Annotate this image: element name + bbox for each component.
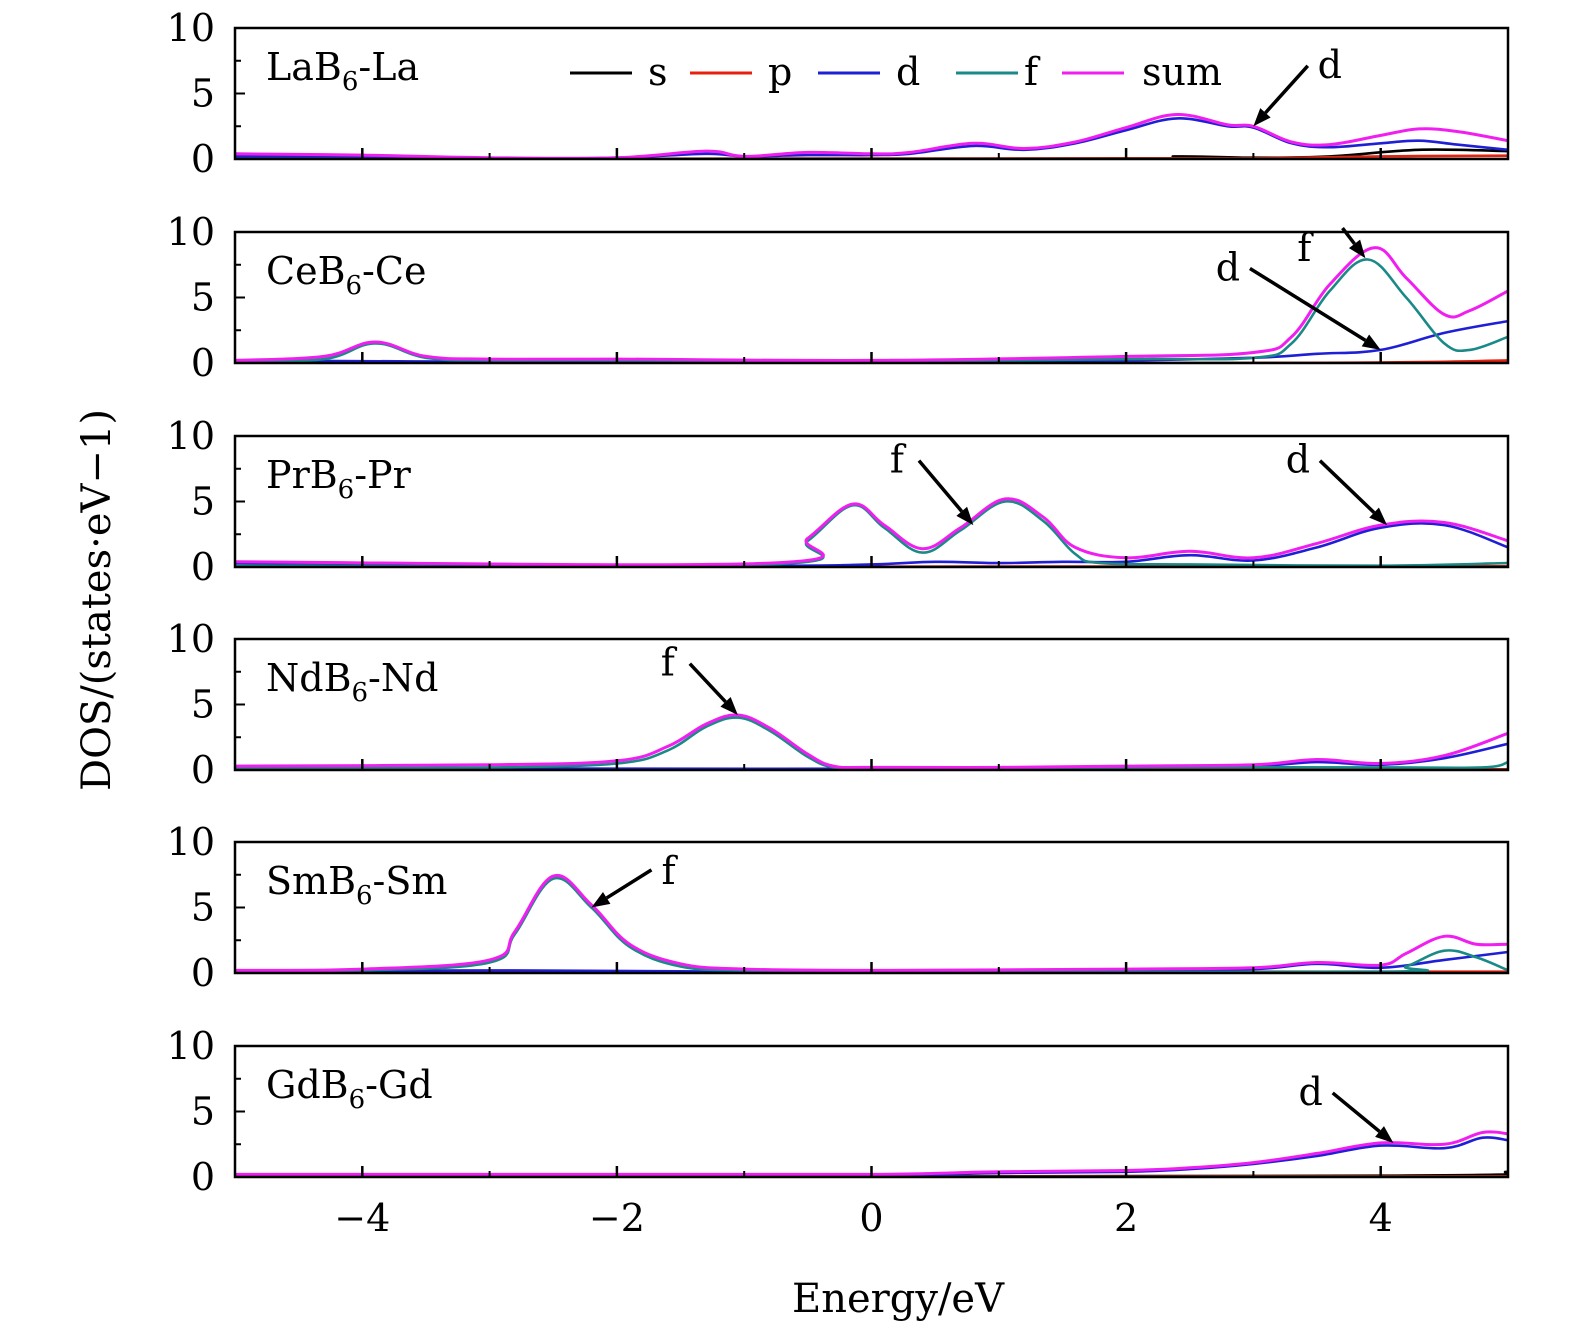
y-tick-label: 0 [191, 748, 215, 792]
x-axis-label: Energy/eV [792, 1276, 1005, 1322]
panel-title-main: GdB [266, 1063, 349, 1107]
y-tick-label: 0 [191, 137, 215, 181]
annotation-label: d [1318, 43, 1342, 87]
series-line-sum [235, 873, 1508, 972]
y-tick-label: 5 [191, 480, 215, 524]
panel-sm: 0 5 10 SmB6-Sm f [167, 820, 1510, 995]
annotation-arrow-head [1375, 1126, 1394, 1143]
series-line-s [235, 148, 1508, 159]
series-line-f [235, 716, 1508, 770]
panel-title-sub: 6 [338, 475, 355, 505]
annotation-arrow-shaft [605, 868, 653, 900]
x-tick-label: 4 [1369, 1196, 1393, 1240]
annotation-arrow-head [1369, 507, 1388, 526]
series-line-sum [235, 246, 1508, 362]
annotation-label: f [1297, 226, 1314, 270]
y-tick-label: 10 [167, 1024, 215, 1068]
panel-title-main: LaB [266, 45, 342, 89]
series-line-sum [235, 1130, 1508, 1177]
annotation-label: d [1216, 245, 1240, 289]
annotation-arrow-shaft [688, 662, 727, 704]
panel-pr: 0 5 10 PrB6-Pr f d [167, 414, 1510, 589]
y-tick-label: 0 [191, 1155, 215, 1199]
panel-title-sub: 6 [346, 271, 363, 301]
x-tick-label: 2 [1114, 1196, 1138, 1240]
legend-label-s: s [648, 50, 668, 94]
y-tick-label: 10 [167, 6, 215, 50]
panel-title-suffix: -Ce [362, 249, 426, 293]
annotation-arrow-head [956, 506, 974, 526]
y-tick-label: 5 [191, 72, 215, 116]
legend-label-sum: sum [1142, 50, 1222, 94]
panel-title-main: PrB [266, 453, 338, 497]
annotation-arrow-shaft [1331, 1091, 1381, 1133]
panel-title-sub: 6 [352, 678, 369, 708]
annotation-label: d [1286, 438, 1310, 482]
panel-title-suffix: -Sm [373, 859, 448, 903]
annotation-label: d [1299, 1070, 1323, 1114]
panel-gd: 0 5 10 GdB6-Gd d [167, 1024, 1510, 1199]
panel-title: GdB6-Gd [266, 1063, 433, 1115]
panel-title: NdB6-Nd [266, 656, 438, 708]
legend-label-f: f [1024, 50, 1041, 94]
series-group [235, 1130, 1508, 1177]
panel-la: 0 5 10 LaB6-La d s p d f sum [167, 6, 1510, 181]
panel-title-main: NdB [266, 656, 352, 700]
annotation-label: f [890, 438, 907, 482]
annotation-arrow-shaft [1341, 227, 1356, 245]
annotation-arrow-shaft [1264, 64, 1310, 115]
y-tick-label: 10 [167, 414, 215, 458]
annotation-arrow-head [1253, 108, 1271, 127]
panel-nd: 0 5 10 NdB6-Nd f [167, 617, 1510, 792]
legend-label-d: d [896, 50, 920, 94]
panel-title-sub: 6 [349, 1085, 366, 1115]
annotation-label: f [661, 849, 678, 893]
series-line-p [235, 359, 1508, 363]
y-tick-label: 0 [191, 951, 215, 995]
annotation-arrow-head [1348, 239, 1366, 259]
panel-title-suffix: -Gd [365, 1063, 433, 1107]
panel-title: PrB6-Pr [266, 453, 412, 505]
annotation-label: f [661, 641, 678, 685]
y-tick-label: 0 [191, 341, 215, 385]
panel-title-sub: 6 [356, 881, 373, 911]
panel-title-suffix: -Nd [368, 656, 438, 700]
x-tick-labels: −4 −2 0 2 4 [334, 1196, 1393, 1240]
annotation-arrow-shaft [917, 459, 964, 513]
y-tick-label: 5 [191, 683, 215, 727]
annotation-arrow-head [1361, 334, 1381, 350]
annotation-arrow-shaft [1318, 459, 1376, 514]
y-tick-label: 5 [191, 886, 215, 930]
annotation-arrow-head [720, 697, 738, 715]
y-tick-label: 5 [191, 1090, 215, 1134]
y-tick-label: 10 [167, 820, 215, 864]
panel-ce: 0 5 10 CeB6-Ce f d [167, 210, 1510, 385]
y-tick-label: 10 [167, 617, 215, 661]
annotation-arrow-head [591, 892, 611, 908]
panel-title: LaB6-La [266, 45, 419, 97]
y-tick-label: 5 [191, 276, 215, 320]
x-tick-label: −2 [589, 1196, 645, 1240]
panel-title-main: CeB [266, 249, 346, 293]
series-line-sum [235, 497, 1508, 567]
panel-title-suffix: -La [358, 45, 419, 89]
series-group [235, 112, 1508, 159]
y-tick-label: 10 [167, 210, 215, 254]
y-axis-label: DOS/(states·eV−1) [74, 409, 120, 791]
panel-title-suffix: -Pr [354, 453, 411, 497]
panel-title: CeB6-Ce [266, 249, 426, 301]
x-tick-label: −4 [334, 1196, 390, 1240]
legend: s p d f sum [570, 50, 1222, 94]
annotation-arrow-shaft [1249, 266, 1367, 342]
y-tick-label: 0 [191, 545, 215, 589]
panel-title-main: SmB [266, 859, 356, 903]
x-tick-label: 0 [859, 1196, 883, 1240]
panel-title-sub: 6 [342, 67, 359, 97]
legend-label-p: p [768, 50, 792, 94]
panel-title: SmB6-Sm [266, 859, 447, 911]
